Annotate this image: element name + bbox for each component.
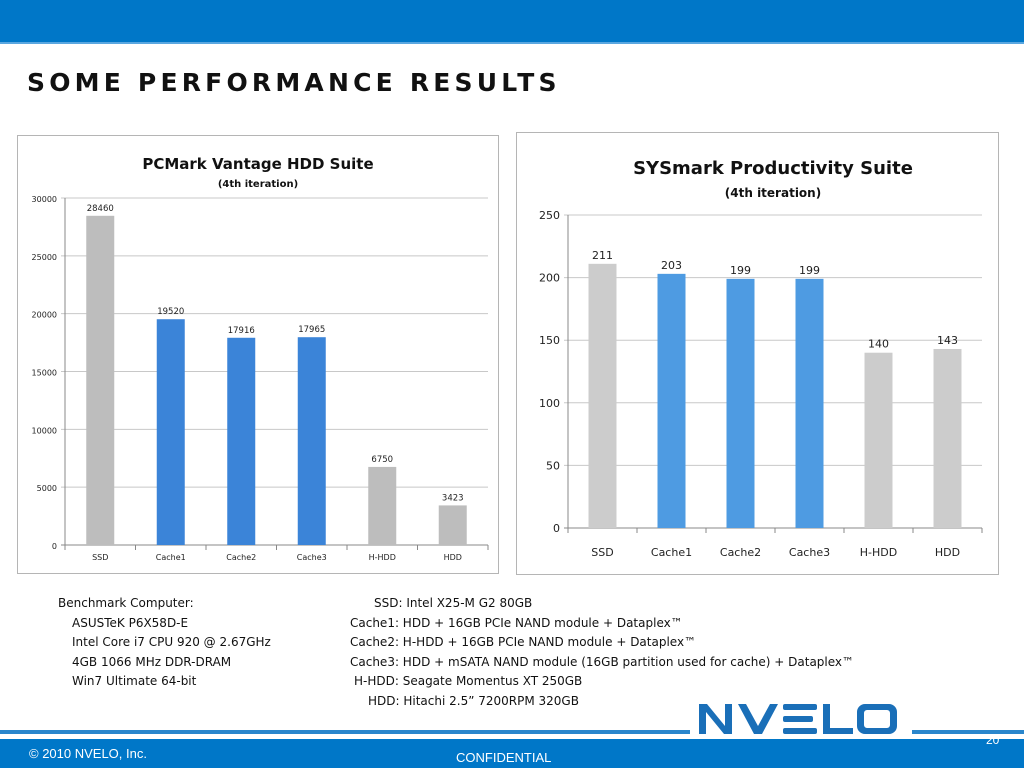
y-tick-label: 250 bbox=[539, 209, 560, 222]
bar-ssd bbox=[588, 263, 617, 528]
sysmark-chart: SYSmark Productivity Suite (4th iteration… bbox=[516, 132, 999, 575]
data-label: 211 bbox=[592, 249, 613, 262]
data-label: 3423 bbox=[442, 493, 464, 503]
data-label: 140 bbox=[868, 338, 889, 351]
y-tick-label: 10000 bbox=[32, 426, 57, 435]
bottom-rule-left bbox=[0, 730, 690, 734]
data-label: 203 bbox=[661, 259, 682, 272]
y-tick-label: 30000 bbox=[32, 195, 57, 204]
config-cache2: Cache2: H-HDD + 16GB PCIe NAND module + … bbox=[350, 635, 697, 649]
y-tick-label: 0 bbox=[52, 542, 57, 551]
x-tick-label: Cache2 bbox=[226, 553, 256, 562]
x-tick-label: Cache1 bbox=[156, 553, 186, 562]
footer-copyright: © 2010 NVELO, Inc. bbox=[29, 746, 147, 761]
benchmark-item: Intel Core i7 CPU 920 @ 2.67GHz bbox=[72, 635, 271, 649]
benchmark-item: 4GB 1066 MHz DDR-DRAM bbox=[72, 654, 232, 669]
y-tick-label: 150 bbox=[539, 334, 560, 347]
chart-subtitle: (4th iteration) bbox=[725, 186, 821, 200]
nvelo-logo-mark bbox=[699, 704, 897, 734]
y-tick-label: 50 bbox=[546, 459, 560, 472]
bar-cache1 bbox=[156, 319, 185, 545]
footer-bar bbox=[0, 739, 1024, 768]
bar-h-hdd bbox=[864, 352, 893, 528]
chart-subtitle: (4th iteration) bbox=[218, 179, 298, 190]
x-tick-label: SSD bbox=[591, 546, 613, 559]
bar-cache3 bbox=[795, 278, 824, 528]
header-bar bbox=[0, 0, 1024, 44]
page-number: 20 bbox=[986, 733, 1000, 747]
y-tick-label: 25000 bbox=[32, 253, 57, 262]
y-tick-label: 20000 bbox=[32, 311, 57, 320]
x-tick-label: HDD bbox=[935, 546, 960, 559]
x-tick-label: Cache2 bbox=[720, 546, 761, 559]
sysmark-chart-svg: SYSmark Productivity Suite (4th iteration… bbox=[539, 158, 983, 559]
data-label: 6750 bbox=[371, 455, 393, 465]
y-tick-label: 15000 bbox=[32, 369, 57, 378]
x-tick-label: Cache3 bbox=[297, 553, 327, 562]
pcmark-chart: PCMark Vantage HDD Suite (4th iteration) 0… bbox=[17, 135, 499, 574]
data-label: 199 bbox=[799, 264, 820, 277]
config-h-hdd: H-HDD: Seagate Momentus XT 250GB bbox=[354, 674, 583, 688]
bar-cache2 bbox=[726, 278, 755, 528]
bar-cache2 bbox=[227, 337, 256, 545]
x-tick-label: Cache3 bbox=[789, 546, 830, 559]
bar-h-hdd bbox=[368, 466, 397, 545]
data-label: 199 bbox=[730, 264, 751, 277]
bar-hdd bbox=[438, 505, 467, 545]
data-label: 17965 bbox=[298, 325, 325, 335]
x-tick-label: Cache1 bbox=[651, 546, 692, 559]
chart-title: PCMark Vantage HDD Suite bbox=[142, 155, 373, 173]
benchmark-computer-info: Benchmark Computer: ASUSTeK P6X58D-E Int… bbox=[58, 594, 271, 692]
config-cache3: Cache3: HDD + mSATA NAND module (16GB pa… bbox=[350, 654, 855, 669]
configuration-legend: SSD: Intel X25-M G2 80GB Cache1: HDD + 1… bbox=[340, 594, 854, 711]
footer-confidential: CONFIDENTIAL bbox=[456, 750, 552, 765]
bar-ssd bbox=[86, 215, 115, 545]
data-label: 19520 bbox=[157, 307, 184, 317]
benchmark-heading: Benchmark Computer: bbox=[58, 596, 194, 610]
y-tick-label: 200 bbox=[539, 272, 560, 285]
chart-title: SYSmark Productivity Suite bbox=[633, 158, 913, 179]
data-label: 143 bbox=[937, 334, 958, 347]
slide-title: SOME PERFORMANCE RESULTS bbox=[27, 68, 561, 97]
x-tick-label: SSD bbox=[92, 553, 108, 562]
pcmark-chart-svg: PCMark Vantage HDD Suite (4th iteration) 0… bbox=[32, 155, 489, 562]
x-tick-label: H-HDD bbox=[369, 553, 396, 562]
config-ssd: SSD: Intel X25-M G2 80GB bbox=[374, 596, 533, 610]
bar-cache3 bbox=[297, 337, 326, 545]
bar-hdd bbox=[933, 348, 962, 528]
y-tick-label: 0 bbox=[553, 522, 560, 535]
data-label: 17916 bbox=[228, 326, 255, 336]
x-tick-label: HDD bbox=[444, 553, 462, 562]
y-tick-label: 5000 bbox=[37, 484, 57, 493]
data-label: 28460 bbox=[87, 204, 114, 214]
nvelo-logo bbox=[699, 704, 897, 734]
bar-cache1 bbox=[657, 273, 686, 528]
benchmark-item: ASUSTeK P6X58D-E bbox=[72, 615, 189, 630]
benchmark-item: Win7 Ultimate 64-bit bbox=[72, 674, 197, 688]
config-cache1: Cache1: HDD + 16GB PCIe NAND module + Da… bbox=[350, 615, 683, 630]
bottom-rule-right bbox=[912, 730, 1024, 734]
y-tick-label: 100 bbox=[539, 397, 560, 410]
x-tick-label: H-HDD bbox=[860, 546, 897, 559]
config-hdd: HDD: Hitachi 2.5” 7200RPM 320GB bbox=[368, 693, 579, 708]
